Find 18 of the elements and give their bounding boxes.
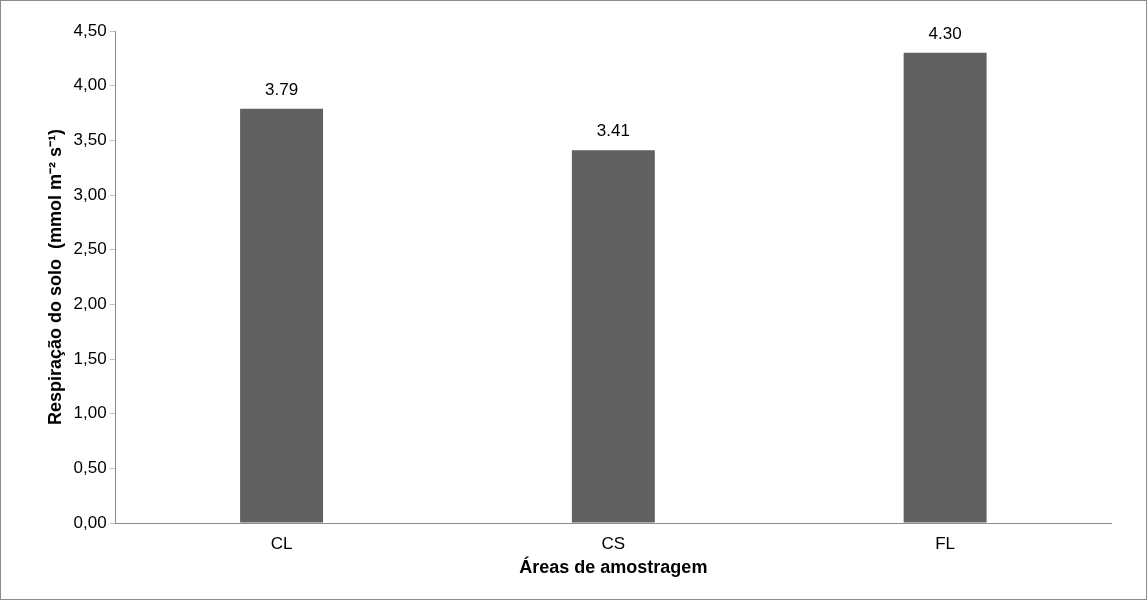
y-tick-label: 1,00 bbox=[73, 403, 107, 423]
x-tick-label: CL bbox=[270, 533, 293, 553]
y-axis-title: Respiração do solo (mmol m⁻² s⁻¹) bbox=[44, 128, 65, 426]
y-tick-label: 0,50 bbox=[73, 458, 107, 478]
y-tick-label: 3,50 bbox=[73, 130, 107, 150]
data-label: 3.41 bbox=[596, 121, 630, 141]
y-tick-label: 3,00 bbox=[73, 184, 107, 204]
data-label: 3.79 bbox=[265, 79, 299, 99]
x-tick-label: CS bbox=[601, 533, 626, 553]
x-tick-label: FL bbox=[935, 533, 956, 553]
y-tick-label: 4,50 bbox=[73, 20, 107, 40]
data-label: 4.30 bbox=[928, 24, 962, 44]
y-tick-label: 2,50 bbox=[73, 239, 107, 259]
x-axis-title: Áreas de amostragem bbox=[519, 556, 708, 578]
y-tick-label: 4,00 bbox=[73, 75, 107, 95]
y-tick-label: 2,00 bbox=[73, 294, 107, 314]
y-tick-label: 0,00 bbox=[73, 512, 107, 532]
y-tick-label: 1,50 bbox=[73, 348, 107, 368]
